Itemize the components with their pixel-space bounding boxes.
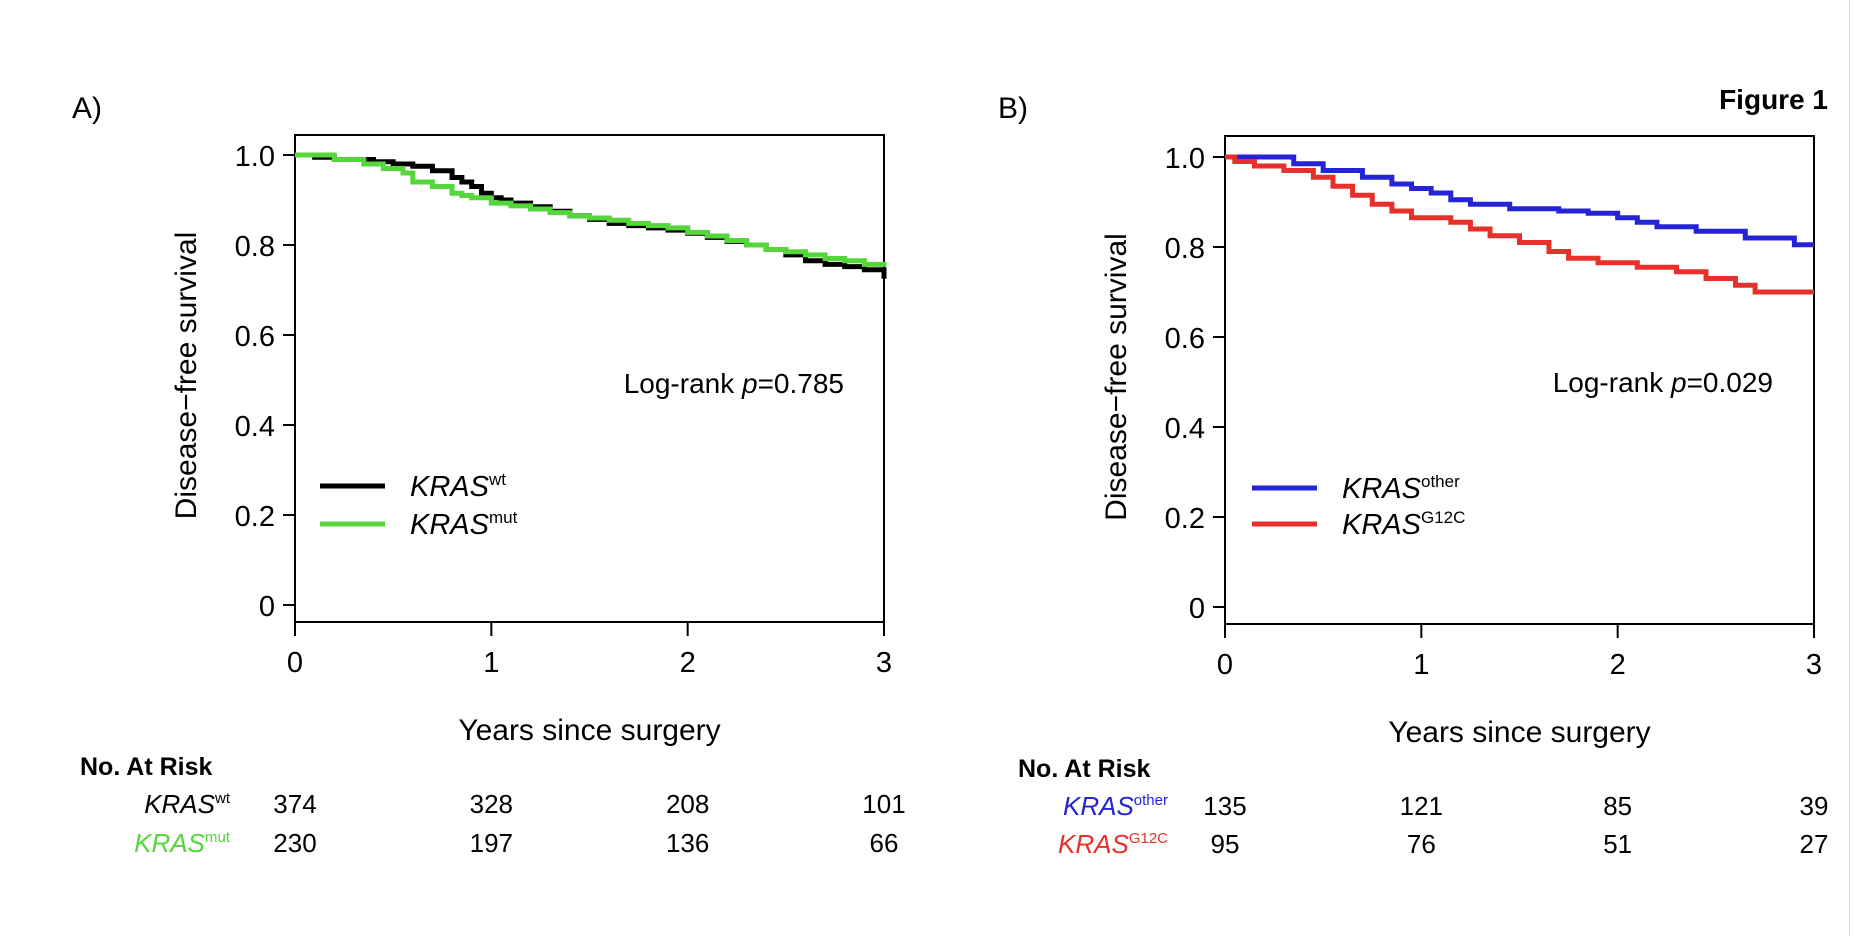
- risk-row-name: KRAS: [1058, 829, 1129, 859]
- x-tick-label: 3: [1806, 649, 1822, 681]
- legend-superscript: wt: [488, 470, 506, 489]
- y-tick-label: 0.2: [1165, 503, 1205, 535]
- x-tick-label: 3: [876, 647, 892, 679]
- annotation-value: =0.029: [1687, 367, 1773, 398]
- legend-entry-G12C: KRASG12C: [1342, 508, 1465, 541]
- risk-count: 230: [273, 828, 316, 858]
- risk-row-name: KRAS: [144, 789, 215, 819]
- annotation-prefix: Log-rank: [1553, 367, 1671, 398]
- risk-count: 135: [1203, 791, 1246, 821]
- y-tick-label: 0.6: [235, 321, 275, 353]
- legend-entry-mut: KRASmut: [410, 508, 518, 541]
- risk-count: 208: [666, 789, 709, 819]
- risk-row-label-wt: KRASwt: [144, 789, 231, 819]
- legend-superscript: mut: [489, 508, 518, 527]
- risk-row-label-mut: KRASmut: [134, 828, 231, 858]
- legend-name: KRAS: [1342, 509, 1422, 541]
- x-tick-label: 1: [483, 647, 499, 679]
- annotation-prefix: Log-rank: [624, 368, 742, 399]
- y-tick-label: 0.2: [235, 501, 275, 533]
- annotation-p: p: [1670, 367, 1687, 398]
- risk-count: 39: [1800, 791, 1829, 821]
- x-tick-label: 0: [287, 647, 303, 679]
- risk-row-superscript: other: [1134, 792, 1168, 809]
- risk-count: 101: [862, 789, 905, 819]
- y-tick-label: 0.8: [235, 231, 275, 263]
- logrank-annotation: Log-rank p=0.785: [624, 368, 844, 399]
- survival-curve-mut: [295, 152, 887, 267]
- survival-curve-G12C: [1225, 154, 1814, 295]
- legend-name: KRAS: [410, 471, 490, 503]
- y-tick-label: 0: [259, 591, 275, 623]
- risk-row-superscript: mut: [205, 829, 231, 846]
- risk-count: 136: [666, 828, 709, 858]
- risk-row-superscript: wt: [214, 790, 231, 807]
- risk-count: 66: [870, 828, 899, 858]
- x-tick-label: 1: [1413, 649, 1429, 681]
- legend-superscript: other: [1421, 472, 1460, 491]
- x-axis-label: Years since surgery: [458, 714, 720, 747]
- risk-row-superscript: G12C: [1129, 830, 1168, 847]
- risk-row-name: KRAS: [1063, 791, 1134, 821]
- risk-count: 374: [273, 789, 316, 819]
- annotation-value: =0.785: [758, 368, 844, 399]
- panel-label: B): [998, 92, 1028, 125]
- legend-entry-wt: KRASwt: [410, 470, 506, 503]
- legend-superscript: G12C: [1421, 508, 1465, 527]
- legend-entry-other: KRASother: [1342, 472, 1460, 505]
- y-axis-label: Disease−free survival: [170, 232, 203, 520]
- plot-frame: [294, 134, 885, 623]
- risk-table-header: No. At Risk: [1018, 755, 1151, 783]
- y-tick-label: 0.4: [235, 411, 275, 443]
- survival-curve-other: [1225, 154, 1814, 248]
- y-tick-label: 0.8: [1165, 233, 1205, 265]
- logrank-annotation: Log-rank p=0.029: [1553, 367, 1773, 398]
- risk-row-name: KRAS: [134, 828, 205, 858]
- y-tick-label: 0: [1189, 593, 1205, 625]
- risk-count: 197: [470, 828, 513, 858]
- figure-title: Figure 1: [1719, 84, 1828, 115]
- y-tick-label: 0.4: [1165, 413, 1205, 445]
- page-edge-divider: [1849, 0, 1850, 936]
- risk-row-label-G12C: KRASG12C: [1058, 829, 1168, 859]
- risk-row-label-other: KRASother: [1063, 791, 1168, 821]
- legend-name: KRAS: [410, 509, 490, 541]
- risk-count: 121: [1400, 791, 1443, 821]
- x-tick-label: 0: [1217, 649, 1233, 681]
- legend-name: KRAS: [1342, 473, 1422, 505]
- risk-count: 27: [1800, 829, 1829, 859]
- y-tick-label: 1.0: [235, 141, 275, 173]
- risk-count: 76: [1407, 829, 1436, 859]
- risk-count: 51: [1603, 829, 1632, 859]
- x-tick-label: 2: [1610, 649, 1626, 681]
- annotation-p: p: [741, 368, 758, 399]
- risk-count: 328: [470, 789, 513, 819]
- y-tick-label: 0.6: [1165, 323, 1205, 355]
- risk-table-header: No. At Risk: [80, 753, 213, 781]
- panel-a: A) 0 0.2 0.4 0.6 0.8 1.0 0 1 2 3 Years since surger…: [72, 92, 906, 858]
- x-axis-label: Years since surgery: [1388, 716, 1650, 749]
- panel-b: B) 0 0.2 0.4 0.6 0.8 1.0 0 1 2 3 Years since surger…: [998, 92, 1828, 859]
- x-tick-label: 2: [680, 647, 696, 679]
- y-tick-label: 1.0: [1165, 143, 1205, 175]
- plot-frame: [1224, 135, 1815, 625]
- risk-count: 95: [1211, 829, 1240, 859]
- y-axis-label: Disease−free survival: [1100, 233, 1133, 521]
- panel-label: A): [72, 92, 102, 125]
- risk-count: 85: [1603, 791, 1632, 821]
